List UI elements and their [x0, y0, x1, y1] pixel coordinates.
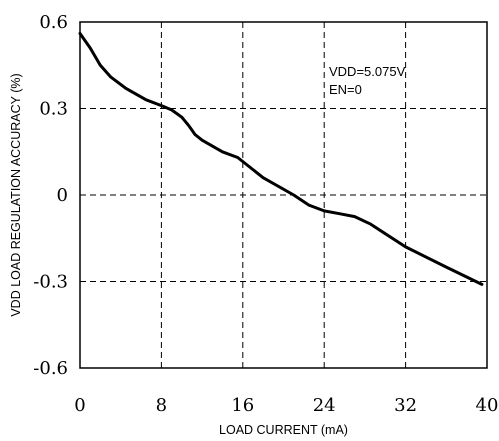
tick-labels: 0 8 16 24 32 40 0.6 0.3 0 -0.3 -0.6	[33, 12, 498, 416]
x-tick-label: 40	[476, 395, 499, 416]
y-tick-label: 0.3	[39, 99, 68, 120]
plot-frame	[79, 21, 488, 369]
y-tick-label: -0.6	[33, 358, 68, 379]
annotation-vdd: VDD=5.075V	[329, 64, 406, 79]
x-axis-label: LOAD CURRENT (mA)	[219, 423, 348, 437]
x-tick-label: 32	[394, 395, 417, 416]
y-tick-label: 0	[57, 185, 68, 206]
data-series-line	[78, 32, 484, 286]
y-tick-label: -0.3	[33, 272, 68, 293]
x-tick-label: 8	[156, 395, 167, 416]
x-tick-label: 0	[74, 395, 85, 416]
y-axis-label: VDD LOAD REGULATION ACCURACY (%)	[9, 73, 23, 316]
grid-lines	[80, 22, 487, 368]
annotation-en: EN=0	[329, 82, 362, 97]
x-tick-label: 24	[313, 395, 336, 416]
y-tick-label: 0.6	[39, 12, 68, 33]
x-tick-label: 16	[231, 395, 254, 416]
